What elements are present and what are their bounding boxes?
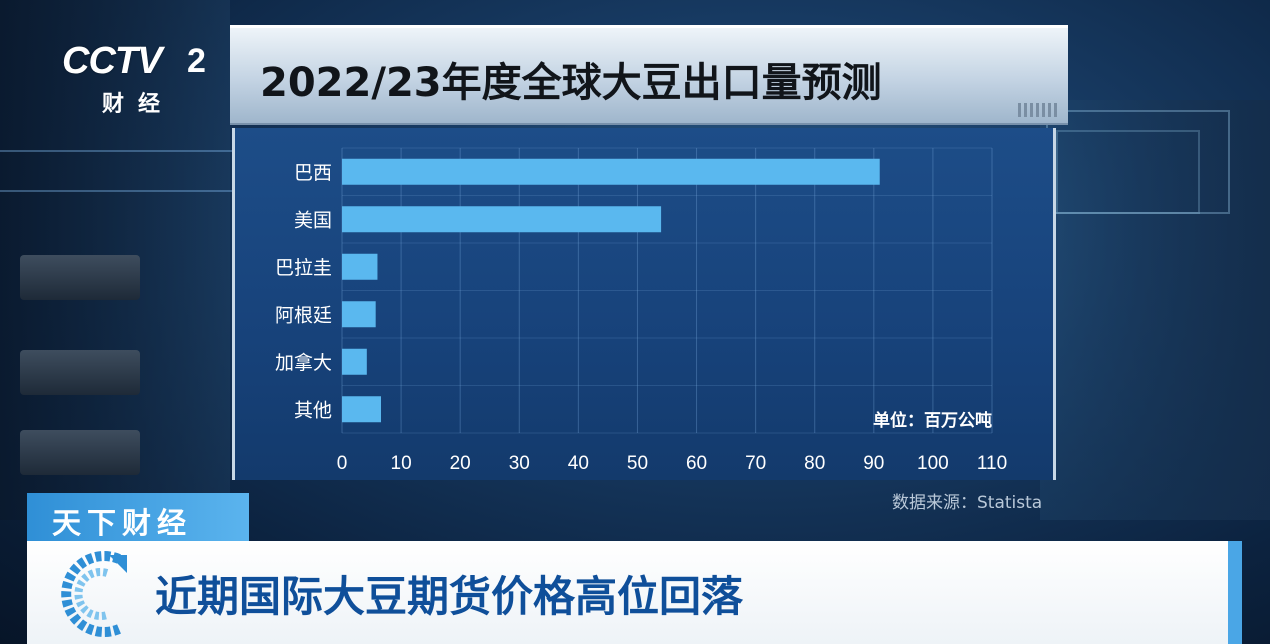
studio-box <box>20 430 140 475</box>
studio-frame <box>1056 130 1200 214</box>
bar <box>342 396 381 423</box>
program-tag-text: 天下财经 <box>52 506 193 540</box>
x-tick-label: 100 <box>917 453 949 474</box>
bar <box>342 206 662 233</box>
studio-stripe <box>0 150 240 152</box>
x-tick-label: 20 <box>450 453 471 474</box>
chart-title: 2022/23年度全球大豆出口量预测 <box>260 60 882 106</box>
studio-box <box>20 255 140 300</box>
category-label: 美国 <box>294 209 332 231</box>
studio-stripe <box>0 190 240 192</box>
x-tick-label: 110 <box>977 453 1007 474</box>
x-tick-label: 50 <box>627 453 648 474</box>
chart-panel: 巴西美国巴拉圭阿根廷加拿大其他 0 10 20 30 40 50 60 70 80 90 100 110… <box>232 128 1056 480</box>
x-tick-label: 10 <box>391 453 412 474</box>
logo-subtitle: 财经 <box>102 92 175 117</box>
category-label: 巴拉圭 <box>275 257 332 279</box>
x-tick-label: 0 <box>337 453 348 474</box>
headline-accent <box>1228 541 1242 644</box>
title-decoration <box>1018 103 1058 117</box>
headline-text: 近期国际大豆期货价格高位回落 <box>155 572 744 621</box>
chart-title-bar: 2022/23年度全球大豆出口量预测 <box>230 25 1068 125</box>
logo-channel-number: 2 <box>187 42 206 80</box>
program-tag: 天下财经 <box>27 493 249 541</box>
category-label: 巴西 <box>294 162 332 184</box>
category-label: 阿根廷 <box>275 304 332 326</box>
x-tick-label: 90 <box>863 453 884 474</box>
swirl-logo-icon <box>61 551 127 637</box>
x-tick-label: 30 <box>509 453 530 474</box>
unit-label: 单位：百万公吨 <box>873 411 992 431</box>
category-label: 其他 <box>294 399 332 421</box>
logo-brand: CCTV <box>62 40 162 82</box>
headline-banner: 近期国际大豆期货价格高位回落 <box>27 541 1242 644</box>
bar <box>342 253 378 280</box>
x-tick-label: 80 <box>804 453 825 474</box>
x-tick-label: 40 <box>568 453 589 474</box>
bar <box>342 301 376 328</box>
channel-logo: CCTV 2 财经 <box>62 40 232 120</box>
studio-box <box>20 350 140 395</box>
studio-right-panel <box>1040 100 1270 520</box>
x-tick-label: 70 <box>745 453 766 474</box>
x-tick-label: 60 <box>686 453 707 474</box>
bar <box>342 158 880 185</box>
category-label: 加拿大 <box>275 351 332 374</box>
data-source: 数据来源：Statista <box>892 493 1043 513</box>
bar <box>342 348 367 375</box>
